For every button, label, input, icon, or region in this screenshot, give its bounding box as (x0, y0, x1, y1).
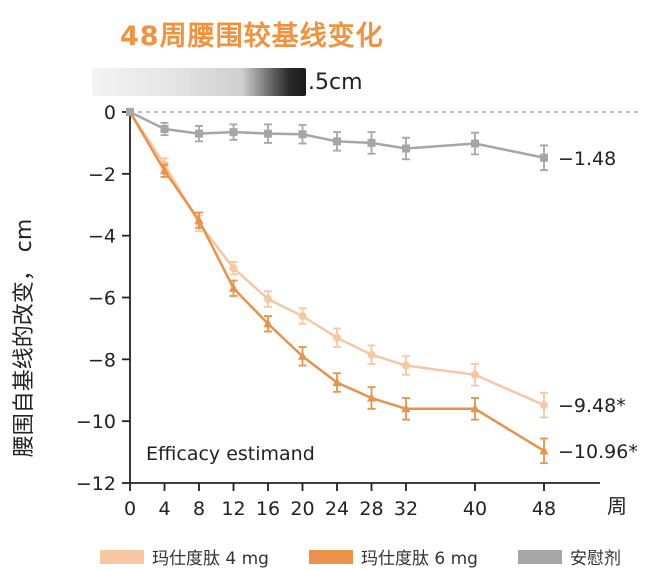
series-line (128, 111, 545, 407)
data-point (333, 333, 341, 342)
x-tick-label: 16 (256, 498, 280, 520)
x-tick-label: 48 (532, 498, 556, 520)
legend-label: 安慰剂 (569, 549, 621, 569)
series-layer (125, 107, 549, 465)
legend-swatch (308, 549, 353, 564)
data-point (540, 153, 548, 162)
data-point (367, 138, 376, 147)
data-point (367, 392, 376, 402)
y-tick-label: −8 (88, 349, 116, 371)
data-point (402, 361, 410, 370)
x-tick-label: 40 (463, 498, 487, 520)
data-point (264, 295, 272, 304)
legend-label: 玛仕度肽 4 mg (152, 549, 269, 569)
data-point (367, 350, 376, 359)
data-point (471, 370, 479, 379)
y-tick-label: −10 (76, 411, 116, 433)
series-end-label: −9.48* (558, 395, 626, 417)
y-tick-label: −4 (88, 226, 116, 248)
data-point (332, 377, 342, 387)
data-point (229, 128, 238, 137)
series-end-label: −1.48 (558, 148, 616, 170)
x-axis-label: 周 (607, 494, 627, 518)
series-0 (126, 108, 548, 419)
data-point (195, 129, 203, 138)
series-1 (125, 107, 549, 465)
data-point (333, 137, 341, 146)
legend-item: 玛仕度肽 4 mg (100, 544, 269, 569)
subtitle-suffix: .5cm (308, 69, 363, 95)
data-point (470, 403, 480, 413)
x-tick-label: 4 (158, 498, 170, 520)
chart-subtitle: .5cm (92, 66, 363, 98)
series-2 (126, 108, 548, 172)
data-point (540, 401, 548, 410)
y-tick-label: 0 (104, 102, 116, 124)
legend-swatch (517, 549, 562, 564)
data-point (160, 165, 169, 175)
x-tick-label: 28 (359, 498, 383, 520)
axes: 0−2−4−6−8−10−120 4 8 12 16 20 24 28 32 40 48 周 (76, 102, 640, 520)
data-point (402, 144, 410, 153)
x-tick-label: 12 (221, 498, 245, 520)
x-tick-label: 0 (124, 498, 136, 520)
data-point (298, 312, 307, 321)
data-point (539, 445, 549, 455)
labels-layer: Efficacy estimand −9.48* −10.96* −1.48 (146, 148, 638, 465)
data-point (401, 403, 411, 413)
legend-item: 安慰剂 (517, 544, 621, 569)
series-end-label: −10.96* (558, 441, 638, 463)
legend: 玛仕度肽 4 mg 玛仕度肽 6 mg 安慰剂 (100, 544, 661, 569)
data-point (471, 139, 479, 148)
legend-label: 玛仕度肽 6 mg (360, 549, 478, 569)
data-point (229, 283, 238, 292)
data-point (298, 351, 307, 360)
data-point (264, 129, 272, 138)
y-tick-label: −2 (88, 164, 116, 186)
x-tick-label: 32 (394, 498, 418, 520)
x-tick-label: 8 (193, 498, 205, 520)
x-tick-label: 24 (325, 498, 349, 520)
data-point (126, 108, 134, 116)
y-tick-label: −12 (76, 473, 116, 495)
data-point (160, 125, 169, 134)
annotation-efficacy-estimand: Efficacy estimand (146, 443, 315, 465)
data-point (229, 264, 238, 273)
chart-title: 48周腰围较基线变化 (120, 21, 384, 52)
x-tick-label: 20 (290, 498, 314, 520)
data-point (263, 318, 273, 328)
data-point (298, 130, 307, 139)
legend-swatch (100, 549, 144, 564)
series-line (128, 111, 545, 452)
redacted-subtitle-bar (92, 68, 306, 96)
legend-item: 玛仕度肽 6 mg (308, 544, 478, 569)
y-axis-label: 腰围自基线的改变， cm (12, 218, 37, 458)
data-point (194, 215, 204, 224)
y-tick-label: −6 (88, 288, 116, 310)
